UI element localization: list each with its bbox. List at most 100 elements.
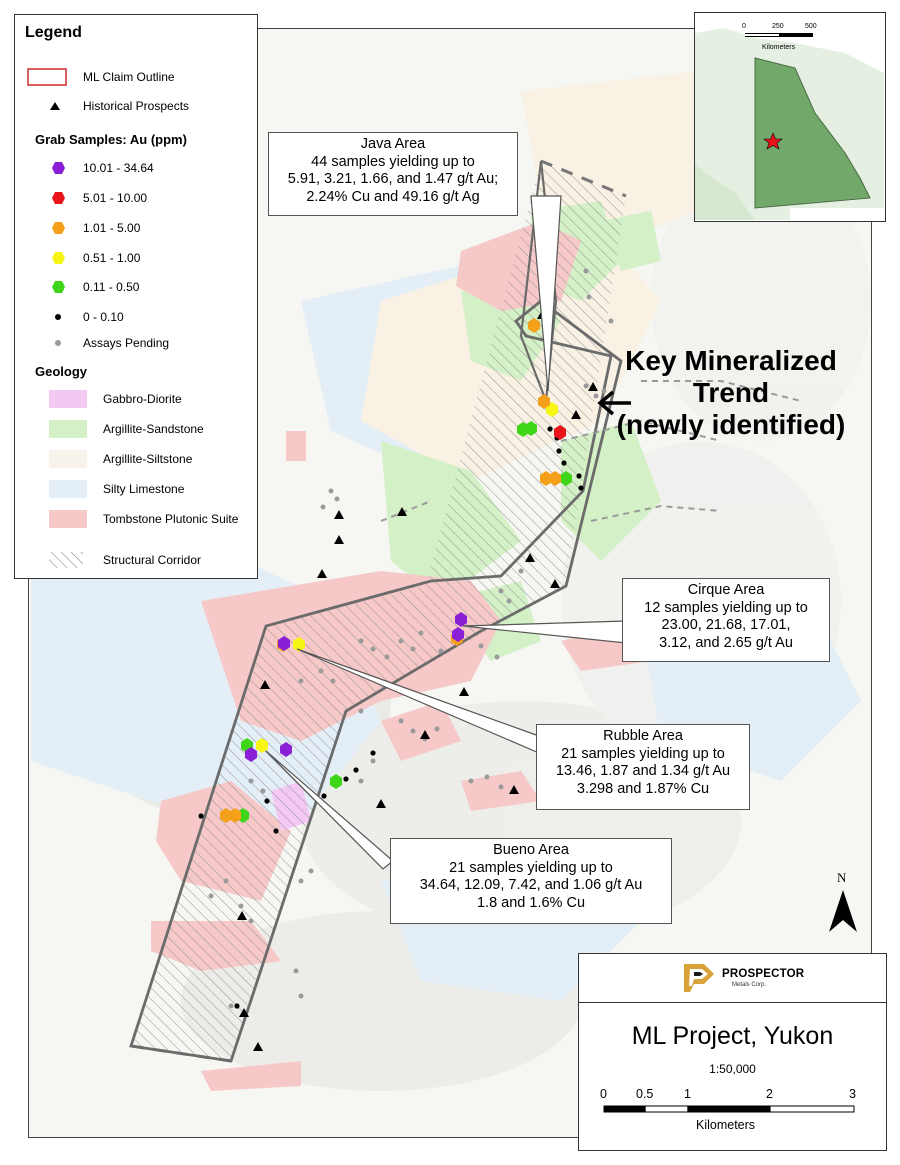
callout-cirque-area: Cirque Area 12 samples yielding up to 23… [622, 578, 830, 662]
geology-swatch [43, 509, 87, 529]
trend-line-3: (newly identified) [616, 409, 846, 440]
callout-java-area: Java Area 44 samples yielding up to 5.91… [268, 132, 518, 216]
hatch-swatch [39, 550, 83, 570]
star-icon [763, 132, 783, 150]
legend-item-grab-1: 10.01 - 34.64 [25, 158, 255, 178]
hexagon-icon [39, 218, 83, 238]
key-mineralized-trend-label: Key Mineralized Trend (newly identified) [596, 345, 866, 441]
legend-label: Assays Pending [83, 336, 170, 350]
legend-item-claim-outline: ML Claim Outline [25, 67, 255, 87]
legend-item-grab-4: 0.51 - 1.00 [25, 248, 255, 268]
scale-seg-1 [604, 1106, 646, 1112]
scale-units: Kilometers [696, 1118, 755, 1132]
callout-rubble-line-3: 13.46, 1.87 and 1.34 g/t Au [555, 763, 731, 779]
legend-label: 1.01 - 5.00 [83, 221, 141, 235]
legend-label: 0.11 - 0.50 [83, 280, 140, 294]
legend-item-gabbro-diorite: Gabbro-Diorite [25, 389, 255, 409]
callout-bueno-line-3: 34.64, 12.09, 7.42, and 1.06 g/t Au [419, 877, 643, 893]
legend-item-structural-corridor: Structural Corridor [25, 550, 255, 570]
inset-scale-500: 500 [805, 23, 817, 30]
grab-samples-5.01-10.00 [554, 425, 566, 440]
callout-cirque-line-4: 3.12, and 2.65 g/t Au [659, 634, 793, 651]
company-name: PROSPECTOR [722, 968, 805, 980]
callout-java-line-3: 5.91, 3.21, 1.66, and 1.47 g/t Au; [287, 171, 499, 187]
prospector-logo-icon [684, 964, 714, 992]
scale-tick-3: 3 [849, 1087, 856, 1101]
callout-rubble-line-2: 21 samples yielding up to [561, 745, 725, 762]
legend-label: 0 - 0.10 [83, 310, 124, 324]
legend-panel: Legend ML Claim Outline Historical Prosp… [14, 14, 258, 579]
project-title: ML Project, Yukon [631, 1022, 834, 1050]
legend-item-historical-prospects: Historical Prospects [25, 96, 255, 116]
grab-samples-10.01-34.64 [245, 612, 467, 762]
geology-swatch [43, 449, 87, 469]
geology-swatch [43, 479, 87, 499]
callout-rubble-area: Rubble Area 21 samples yielding up to 13… [536, 724, 750, 810]
legend-item-grab-5: 0.11 - 0.50 [25, 277, 255, 297]
legend-label: Structural Corridor [103, 553, 202, 567]
legend-grab-heading: Grab Samples: Au (ppm) [35, 132, 187, 147]
hexagon-icon [39, 277, 83, 297]
legend-label: Tombstone Plutonic Suite [103, 512, 239, 526]
scale-bar: 0 0.5 1 2 3 Kilometers [600, 1087, 856, 1132]
inset-svg: 0 250 500 Kilometers [695, 13, 884, 220]
grab-samples-0.51-1.00 [256, 402, 558, 753]
grab-samples-0-0.10 [198, 426, 584, 1009]
callout-cirque-line-2: 12 samples yielding up to [644, 599, 808, 616]
legend-item-grab-2: 5.01 - 10.00 [25, 188, 255, 208]
callout-bueno-line-4: 1.8 and 1.6% Cu [476, 894, 586, 911]
legend-item-grab-6: 0 - 0.10 [25, 307, 255, 327]
inset-scale-250: 250 [772, 23, 784, 30]
callout-cirque-line-1: Cirque Area [687, 582, 765, 598]
scale-tick-2: 2 [766, 1087, 773, 1101]
legend-label: 10.01 - 34.64 [83, 161, 154, 175]
geology-swatch [43, 419, 87, 439]
legend-item-tombstone-plutonic: Tombstone Plutonic Suite [25, 509, 255, 529]
dot-icon [39, 307, 83, 327]
claim-outline-swatch [27, 67, 71, 87]
fault-lines [380, 380, 802, 522]
scale-tick-0: 0 [600, 1087, 607, 1101]
north-letter: N [837, 870, 847, 885]
callout-cirque-line-3: 23.00, 21.68, 17.01, [661, 617, 791, 633]
inset-scale-0: 0 [742, 23, 746, 30]
map-svg [31, 71, 871, 1091]
trend-line-2: Trend [692, 377, 770, 408]
legend-label: Gabbro-Diorite [103, 392, 182, 406]
hexagon-icon [39, 248, 83, 268]
scale-tick-1: 1 [684, 1087, 691, 1101]
callout-java-line-2: 44 samples yielding up to [311, 153, 475, 170]
scale-ratio: 1:50,000 [709, 1062, 756, 1076]
trend-arrow [597, 390, 631, 416]
geology-swatch [43, 389, 87, 409]
callout-bueno-line-1: Bueno Area [493, 842, 569, 858]
legend-label: 5.01 - 10.00 [83, 191, 148, 205]
legend-label: Silty Limestone [103, 482, 185, 496]
title-block [578, 953, 887, 1151]
hexagon-icon [39, 158, 83, 178]
dot-icon [39, 333, 83, 353]
callout-bueno-line-2: 21 samples yielding up to [449, 859, 613, 876]
scale-seg-3 [687, 1106, 771, 1112]
trend-line-1: Key Mineralized [625, 345, 837, 376]
callout-leaders [265, 195, 627, 870]
callout-java-line-4: 2.24% Cu and 49.16 g/t Ag [306, 188, 480, 205]
legend-item-argillite-sandstone: Argillite-Sandstone [25, 419, 255, 439]
callout-bueno-area: Bueno Area 21 samples yielding up to 34.… [390, 838, 672, 924]
hexagon-icon [39, 188, 83, 208]
legend-label: Historical Prospects [83, 99, 190, 113]
legend-geology-heading: Geology [35, 364, 88, 379]
north-arrow: N [826, 868, 860, 938]
legend-item-assays-pending: Assays Pending [25, 333, 255, 353]
company-subtitle: Metals Corp. [732, 982, 767, 988]
callout-java-line-1: Java Area [360, 136, 426, 152]
title-block-divider [579, 1002, 886, 1003]
north-arrow-icon [829, 890, 857, 932]
inset-scale-units: Kilometers [762, 44, 796, 51]
legend-item-silty-limestone: Silty Limestone [25, 479, 255, 499]
callout-rubble-line-1: Rubble Area [603, 728, 683, 744]
structural-corridor [131, 161, 626, 1061]
inset-locator-map: 0 250 500 Kilometers [694, 12, 886, 222]
legend-item-grab-3: 1.01 - 5.00 [25, 218, 255, 238]
assays-pending-points [208, 268, 614, 1009]
